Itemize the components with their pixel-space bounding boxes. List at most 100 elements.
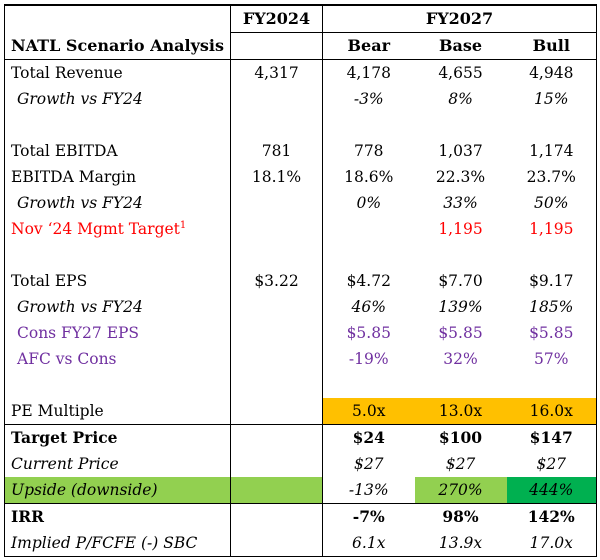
label-eps-growth: Growth vs FY24 (4, 294, 231, 320)
mgmt-target-label-text: Nov ‘24 Mgmt Target (11, 220, 180, 238)
label-ebitda-growth: Growth vs FY24 (4, 190, 231, 216)
ebitda-growth-bear: 0% (322, 190, 415, 216)
row-spacer-3 (4, 372, 597, 398)
mgmt-target-footnote: 1 (179, 220, 187, 231)
label-pe-multiple: PE Multiple (4, 398, 231, 425)
row-revenue-growth: Growth vs FY24 -3% 8% 15% (4, 86, 597, 112)
eps-growth-bull: 185% (506, 294, 597, 320)
target-price-base: $100 (438, 428, 483, 447)
cons-eps-bull: $5.85 (506, 320, 597, 346)
ebitda-growth-bull: 50% (506, 190, 597, 216)
total-revenue-bull: 4,948 (506, 59, 597, 86)
eps-growth-fy24 (230, 294, 323, 320)
total-eps-bull: $9.17 (506, 268, 597, 294)
row-target-price: Target Price $24 $100 $147 (4, 424, 597, 451)
header-fy2024: FY2024 (230, 4, 323, 33)
row-total-ebitda: Total EBITDA 781 778 1,037 1,174 (4, 138, 597, 164)
target-price-fy24 (230, 424, 323, 451)
upside-fy24 (230, 477, 323, 504)
mgmt-target-bull: 1,195 (506, 216, 597, 242)
total-eps-fy24: $3.22 (230, 268, 323, 294)
row-cons-eps: Cons FY27 EPS $5.85 $5.85 $5.85 (4, 320, 597, 346)
ebitda-growth-base: 33% (443, 194, 478, 212)
label-revenue-growth: Growth vs FY24 (4, 86, 231, 112)
header-blank (4, 4, 231, 33)
total-revenue-base: 4,655 (438, 64, 483, 82)
irr-bear: -7% (322, 503, 415, 530)
revenue-growth-bull: 15% (506, 86, 597, 112)
header-fy24-blank (230, 32, 323, 60)
label-implied-pfcfe: Implied P/FCFE (-) SBC (4, 530, 231, 557)
ebitda-margin-bear: 18.6% (322, 164, 415, 190)
ebitda-margin-base: 22.3% (435, 168, 486, 186)
header-base: Base (414, 32, 507, 60)
afc-vs-cons-bear: -19% (322, 346, 415, 372)
pe-multiple-bull: 16.0x (506, 398, 597, 425)
total-revenue-bear: 4,178 (322, 59, 415, 86)
mgmt-target-bear (322, 216, 415, 242)
row-mgmt-target: Nov ‘24 Mgmt Target1 1,195 1,195 (4, 216, 597, 242)
revenue-growth-fy24 (230, 86, 323, 112)
implied-pfcfe-base: 13.9x (414, 530, 507, 557)
header-bull: Bull (506, 32, 597, 60)
total-ebitda-bear: 778 (322, 138, 415, 164)
eps-growth-bear: 46% (322, 294, 415, 320)
row-irr: IRR -7% 98% 142% (4, 503, 597, 530)
ebitda-growth-fy24 (230, 190, 323, 216)
label-mgmt-target: Nov ‘24 Mgmt Target1 (4, 216, 231, 242)
revenue-growth-bear: -3% (322, 86, 415, 112)
label-afc-vs-cons: AFC vs Cons (4, 346, 231, 372)
total-ebitda-bull: 1,174 (506, 138, 597, 164)
row-upside: Upside (downside) -13% 270% 444% (4, 477, 597, 504)
label-total-ebitda: Total EBITDA (4, 138, 231, 164)
row-spacer-1 (4, 112, 597, 138)
upside-bear: -13% (322, 477, 415, 504)
row-ebitda-margin: EBITDA Margin 18.1% 18.6% 22.3% 23.7% (4, 164, 597, 190)
afc-vs-cons-fy24 (230, 346, 323, 372)
current-price-bear: $27 (322, 451, 415, 477)
total-revenue-fy24: 4,317 (230, 59, 323, 86)
row-current-price: Current Price $27 $27 $27 (4, 451, 597, 477)
label-irr: IRR (4, 503, 231, 530)
row-afc-vs-cons: AFC vs Cons -19% 32% 57% (4, 346, 597, 372)
total-eps-bear: $4.72 (322, 268, 415, 294)
cons-eps-fy24 (230, 320, 323, 346)
label-total-revenue: Total Revenue (4, 59, 231, 86)
ebitda-margin-fy24: 18.1% (230, 164, 323, 190)
target-price-bear: $24 (322, 424, 415, 451)
afc-vs-cons-bull: 57% (506, 346, 597, 372)
implied-pfcfe-bear: 6.1x (322, 530, 415, 557)
row-total-revenue: Total Revenue 4,317 4,178 4,655 4,948 (4, 59, 597, 86)
irr-fy24 (230, 503, 323, 530)
ebitda-margin-bull: 23.7% (506, 164, 597, 190)
implied-pfcfe-bull: 17.0x (506, 530, 597, 557)
table-title: NATL Scenario Analysis (4, 32, 231, 60)
pe-multiple-base: 13.0x (414, 398, 507, 425)
pe-multiple-fy24 (230, 398, 323, 425)
implied-pfcfe-fy24 (230, 530, 323, 557)
header-row-years: FY2024 FY2027 (4, 4, 597, 33)
irr-base: 98% (442, 507, 479, 526)
afc-vs-cons-base: 32% (443, 350, 478, 368)
mgmt-target-base: 1,195 (438, 220, 483, 238)
current-price-fy24 (230, 451, 323, 477)
pe-multiple-bear: 5.0x (322, 398, 415, 425)
header-row-scenarios: NATL Scenario Analysis Bear Base Bull (4, 32, 597, 60)
label-cons-eps: Cons FY27 EPS (4, 320, 231, 346)
total-eps-base: $7.70 (438, 272, 483, 290)
row-pe-multiple: PE Multiple 5.0x 13.0x 16.0x (4, 398, 597, 425)
cons-eps-base: $5.85 (438, 324, 483, 342)
label-ebitda-margin: EBITDA Margin (4, 164, 231, 190)
irr-bull: 142% (506, 503, 597, 530)
label-upside: Upside (downside) (4, 477, 231, 504)
header-bear: Bear (322, 32, 415, 60)
total-ebitda-fy24: 781 (230, 138, 323, 164)
label-total-eps: Total EPS (4, 268, 231, 294)
header-fy2027: FY2027 (322, 4, 597, 33)
eps-growth-base: 139% (438, 298, 483, 316)
upside-base: 270% (414, 477, 507, 504)
row-eps-growth: Growth vs FY24 46% 139% 185% (4, 294, 597, 320)
total-ebitda-base: 1,037 (438, 142, 483, 160)
current-price-base: $27 (445, 455, 476, 473)
scenario-table-container: FY2024 FY2027 NATL Scenario Analysis Bea… (4, 4, 597, 558)
